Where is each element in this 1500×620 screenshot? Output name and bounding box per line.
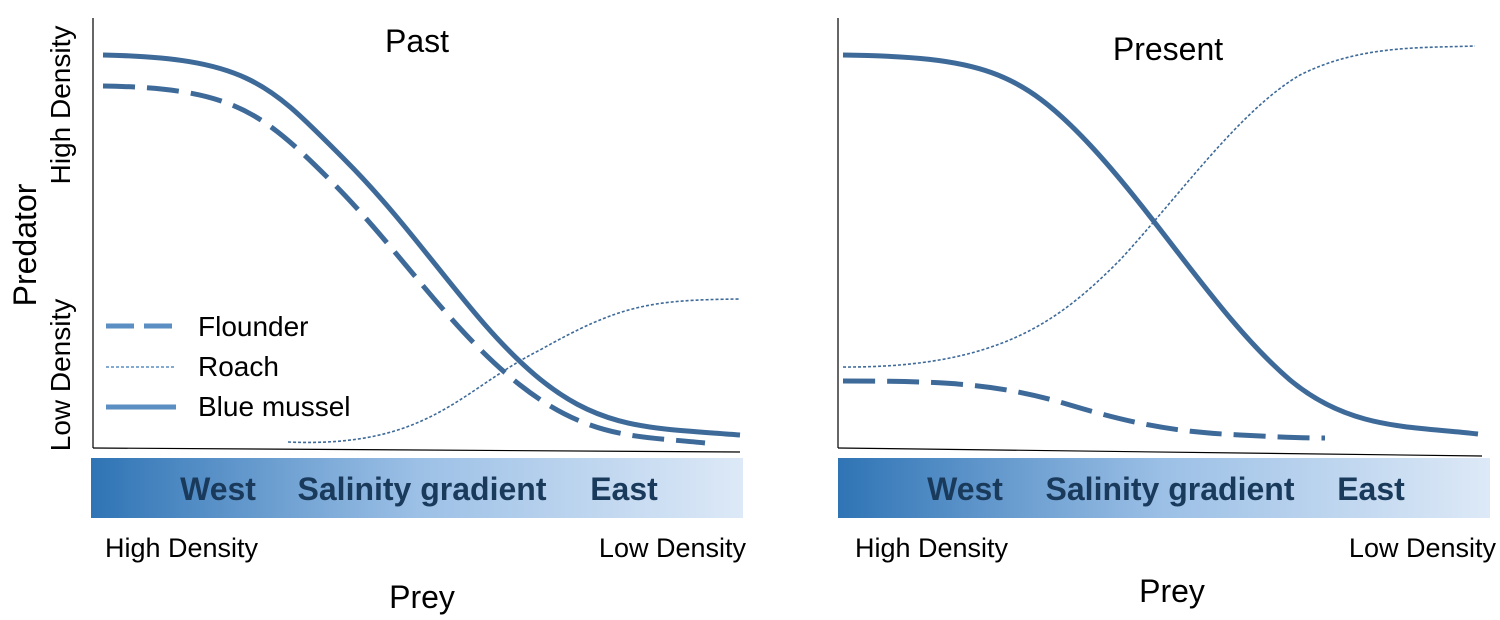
present-flounder-curve — [842, 378, 1326, 441]
past-title: Past — [385, 23, 449, 59]
present-prey-low-label: Low Density — [1349, 533, 1497, 563]
y-axis-title: Predator — [7, 183, 43, 306]
legend: Flounder Roach Blue mussel — [106, 311, 351, 422]
present-x-axis-title: Prey — [1139, 573, 1205, 609]
past-x-axis-line — [92, 447, 741, 453]
past-x-axis-title: Prey — [389, 579, 455, 615]
past-gradient-middle-label: Salinity gradient — [298, 471, 547, 507]
legend-item-blue-mussel: Blue mussel — [106, 391, 351, 422]
present-gradient-east-label: East — [1337, 471, 1405, 507]
present-gradient-west-label: West — [927, 471, 1003, 507]
past-prey-low-label: Low Density — [599, 533, 747, 563]
past-flounder-curve — [102, 83, 706, 446]
past-prey-high-label: High Density — [105, 533, 259, 563]
present-gradient-middle-label: Salinity gradient — [1046, 471, 1295, 507]
past-blue-mussel-curve — [102, 52, 741, 438]
y-axis-low-label: Low Density — [45, 299, 76, 452]
legend-item-flounder: Flounder — [106, 311, 309, 342]
panel-past: Past Flounder Roach Blue mussel West Sal… — [91, 18, 746, 615]
past-salinity-gradient-bar — [91, 458, 743, 518]
legend-roach-label: Roach — [198, 351, 279, 382]
present-roach-curve — [842, 45, 1476, 368]
present-x-axis-line — [837, 447, 1483, 457]
present-salinity-gradient-bar — [838, 458, 1490, 518]
present-blue-mussel-curve — [842, 52, 1479, 437]
panel-present: Present West Salinity gradient East High… — [837, 18, 1497, 609]
legend-blue-mussel-label: Blue mussel — [198, 391, 351, 422]
legend-item-roach: Roach — [106, 351, 279, 382]
past-gradient-east-label: East — [590, 471, 658, 507]
present-prey-high-label: High Density — [855, 533, 1009, 563]
legend-flounder-label: Flounder — [198, 311, 309, 342]
past-gradient-west-label: West — [180, 471, 256, 507]
present-title: Present — [1113, 31, 1223, 67]
past-roach-curve — [287, 298, 741, 444]
y-axis-high-label: High Density — [45, 26, 76, 185]
